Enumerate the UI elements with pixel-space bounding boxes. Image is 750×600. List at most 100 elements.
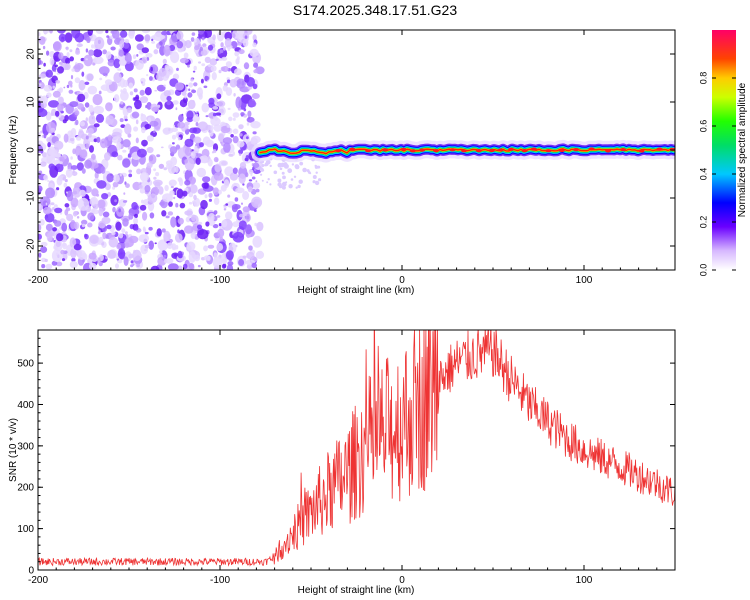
- snr-xlabel: Height of straight line (km): [298, 585, 415, 596]
- noise-speck: [312, 175, 317, 179]
- noise-speck: [312, 180, 316, 184]
- noise-blob: [218, 223, 222, 227]
- noise-blob: [142, 211, 148, 221]
- noise-blob: [38, 36, 46, 45]
- noise-blob: [252, 162, 260, 169]
- noise-blob: [41, 152, 48, 158]
- noise-blob: [105, 51, 112, 60]
- noise-blob: [232, 135, 239, 144]
- noise-blob: [105, 115, 115, 125]
- noise-blob: [77, 130, 85, 139]
- noise-blob: [66, 191, 68, 194]
- noise-speck: [299, 161, 304, 166]
- noise-blob: [84, 159, 92, 169]
- noise-blob: [163, 44, 171, 57]
- snr-panel: -200 -100 0 100 0 100 200 300 400 500 Height of s…: [8, 329, 676, 596]
- noise-blob: [145, 105, 148, 109]
- noise-blob: [223, 142, 231, 153]
- noise-blob: [225, 61, 232, 68]
- noise-blob: [232, 128, 239, 135]
- noise-blob: [225, 203, 229, 206]
- noise-blob: [149, 120, 159, 127]
- noise-blob: [89, 145, 94, 153]
- noise-blob: [204, 75, 210, 81]
- noise-blob: [212, 106, 219, 110]
- noise-blob: [221, 66, 229, 72]
- noise-speck: [291, 163, 295, 166]
- noise-blob: [88, 252, 97, 260]
- noise-speck: [297, 184, 301, 189]
- noise-blob: [84, 233, 88, 238]
- noise-blob: [112, 30, 120, 39]
- noise-blob: [207, 158, 213, 167]
- noise-blob: [200, 78, 204, 84]
- noise-blob: [43, 62, 46, 67]
- noise-blob: [161, 228, 166, 233]
- noise-blob: [161, 30, 167, 36]
- noise-blob: [144, 34, 151, 42]
- noise-blob: [232, 117, 236, 121]
- noise-blob: [191, 214, 197, 222]
- noise-blob: [61, 222, 68, 232]
- noise-speck: [281, 181, 287, 187]
- noise-blob: [116, 243, 122, 250]
- noise-blob: [253, 209, 257, 212]
- noise-speck: [269, 164, 272, 168]
- heatmap-xtick-label: -100: [210, 275, 230, 286]
- noise-blob: [250, 139, 257, 145]
- noise-blob: [72, 148, 76, 155]
- noise-blob: [246, 116, 255, 123]
- noise-blob: [98, 229, 101, 234]
- noise-blob: [73, 64, 81, 73]
- noise-blob: [122, 158, 131, 168]
- signal-peak: [365, 149, 372, 153]
- noise-blob: [93, 105, 105, 115]
- noise-blob: [111, 151, 119, 158]
- noise-blob: [85, 48, 89, 53]
- noise-blob: [212, 224, 219, 229]
- noise-blob: [41, 264, 46, 269]
- noise-blob: [133, 101, 138, 107]
- noise-blob: [38, 202, 42, 210]
- noise-blob: [189, 127, 198, 134]
- noise-blob: [45, 263, 53, 270]
- noise-blob: [94, 171, 99, 179]
- noise-blob: [45, 223, 53, 232]
- noise-blob: [85, 73, 94, 82]
- noise-blob: [146, 146, 154, 154]
- noise-blob: [158, 67, 167, 77]
- noise-blob: [149, 212, 155, 219]
- noise-blob: [138, 184, 143, 189]
- noise-blob: [232, 151, 235, 156]
- signal-peak: [475, 149, 482, 153]
- signal-peak: [521, 149, 528, 153]
- noise-blob: [210, 65, 217, 72]
- noise-blob: [124, 237, 134, 248]
- noise-blob: [128, 173, 133, 178]
- noise-blob: [209, 58, 218, 66]
- noise-blob: [128, 212, 134, 220]
- noise-blob: [80, 144, 86, 149]
- noise-blob: [189, 184, 198, 194]
- noise-blob: [239, 86, 250, 93]
- noise-blob: [50, 112, 54, 116]
- noise-blob: [198, 142, 204, 148]
- noise-blob: [255, 66, 265, 75]
- noise-blob: [158, 163, 165, 169]
- noise-blob: [77, 197, 90, 211]
- noise-speck: [259, 167, 264, 172]
- noise-blob: [76, 43, 83, 48]
- noise-blob: [177, 121, 186, 129]
- noise-blob: [39, 196, 51, 207]
- noise-blob: [129, 91, 134, 96]
- noise-blob: [156, 154, 161, 158]
- noise-blob: [163, 254, 167, 258]
- noise-blob: [171, 127, 178, 132]
- colorbar-tick-label: 0.8: [698, 72, 708, 85]
- noise-blob: [144, 123, 152, 130]
- noise-blob: [165, 215, 170, 219]
- noise-blob: [93, 49, 103, 58]
- noise-speck: [309, 172, 312, 175]
- noise-blob: [69, 56, 74, 62]
